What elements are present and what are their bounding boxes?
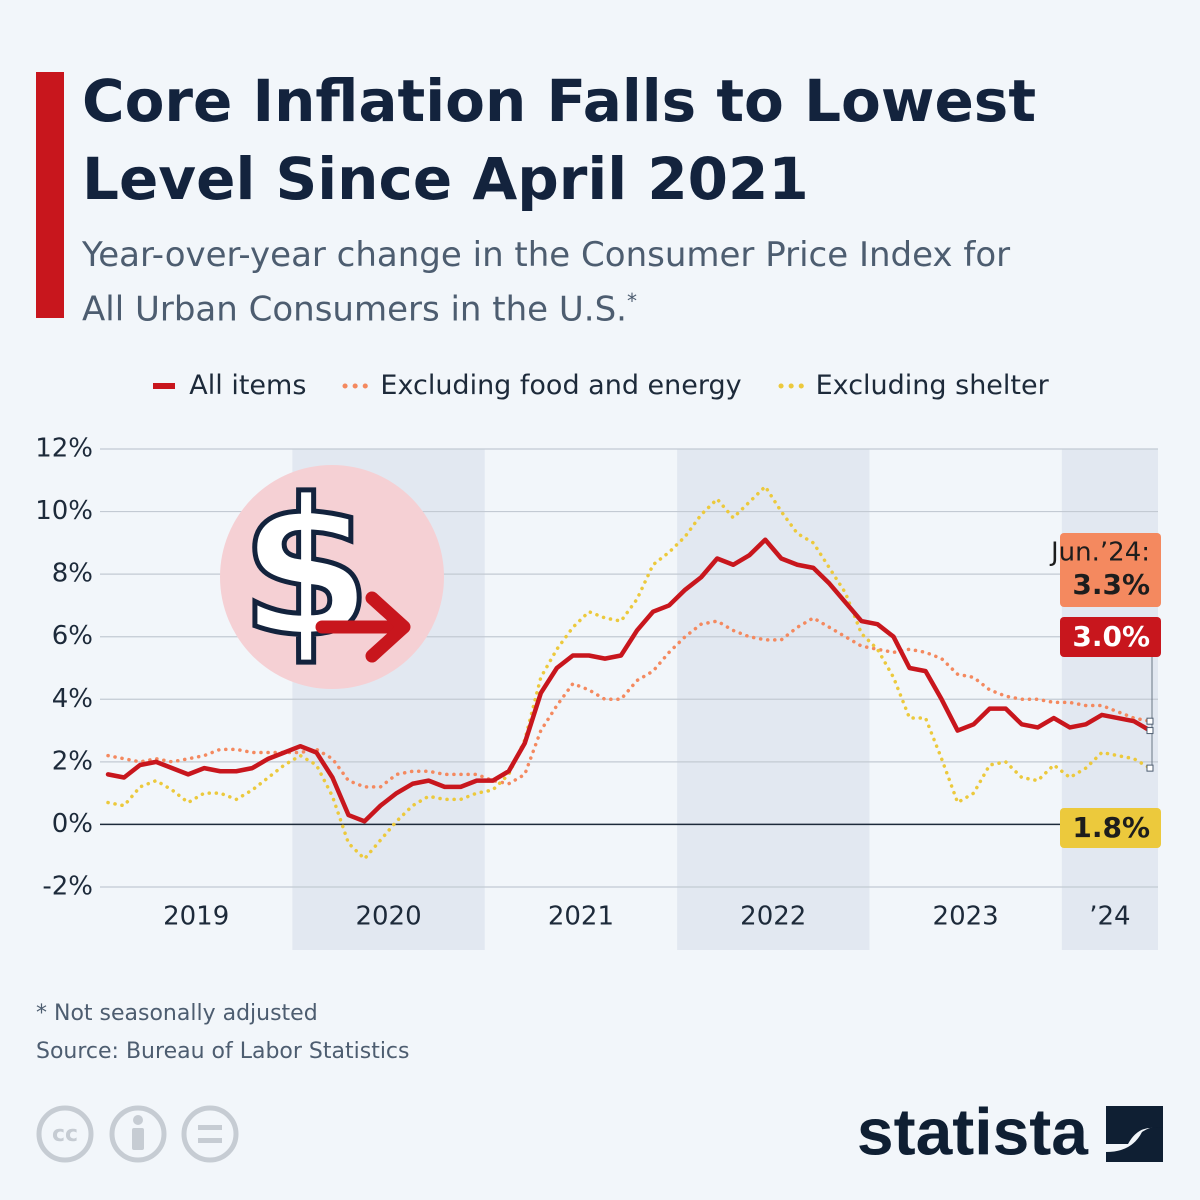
- y-tick-label: 4%: [52, 684, 93, 714]
- by-icon-body: [132, 1128, 144, 1150]
- dollar-icon: $: [240, 458, 372, 679]
- accent-bar: [36, 72, 64, 318]
- brand-mark-top: [1106, 1106, 1163, 1144]
- y-tick-label: 12%: [35, 434, 93, 464]
- subtitle-mark: *: [626, 289, 637, 313]
- legend-label: All items: [189, 370, 307, 401]
- nd-icon: [181, 1105, 239, 1163]
- subtitle-text: Year-over-year change in the Consumer Pr…: [82, 235, 1011, 330]
- series-line: [106, 484, 1152, 861]
- value-label-box: [1060, 808, 1161, 848]
- end-point: [1146, 727, 1154, 735]
- value-label: 1.8%: [1072, 811, 1150, 844]
- subtitle: Year-over-year change in the Consumer Pr…: [82, 232, 1042, 332]
- value-label: 3.3%: [1072, 568, 1150, 601]
- legend-swatch: [342, 383, 371, 388]
- legend-swatch: [153, 382, 176, 389]
- arrow-head: [365, 591, 411, 663]
- y-tick-label: 0%: [52, 809, 93, 839]
- legend-label: Excluding food and energy: [380, 370, 742, 401]
- value-label-box: [1060, 533, 1161, 607]
- x-tick-label: 2020: [355, 902, 421, 932]
- y-tick-label: 10%: [35, 496, 93, 526]
- nd-icon-bar: [198, 1125, 222, 1130]
- end-date-label: Jun.’24:: [1049, 538, 1150, 568]
- cc-icon-glyph: cc: [52, 1122, 78, 1147]
- x-tick-label: 2022: [740, 902, 806, 932]
- y-tick-label: 2%: [52, 746, 93, 776]
- license-icons: cc: [36, 1105, 239, 1163]
- x-tick-label: 2023: [933, 902, 999, 932]
- value-label-box: [1060, 617, 1161, 657]
- by-icon-head: [133, 1115, 143, 1125]
- legend-item: Excluding food and energy: [342, 370, 742, 401]
- plot-layer: 2019 2020 2021 2022 2023 ’24 -2% 0% 2% 4% 6% 8% 10% 1…: [35, 434, 1161, 932]
- y-tick-label: -2%: [42, 872, 93, 902]
- legend: All items Excluding food and energy Exclud…: [0, 370, 1200, 401]
- dollar-illustration: $: [220, 456, 444, 689]
- nd-icon-bar: [198, 1138, 222, 1143]
- by-icon: [109, 1105, 167, 1163]
- end-point: [1146, 717, 1154, 725]
- x-tick-label: 2021: [548, 902, 614, 932]
- legend-item: All items: [151, 370, 306, 401]
- legend-swatch: [778, 383, 806, 388]
- brand-mark-bottom: [1106, 1127, 1163, 1162]
- brand-mark: [1106, 1106, 1163, 1162]
- title: Core Inflation Falls to Lowest Level Sin…: [82, 67, 1037, 213]
- cc-icon: [36, 1105, 94, 1163]
- y-tick-label: 6%: [52, 621, 93, 651]
- x-tick-label: ’24: [1089, 902, 1130, 932]
- x-tick-label: 2019: [163, 902, 229, 932]
- series-line: [105, 537, 1153, 824]
- legend-label: Excluding shelter: [815, 370, 1049, 401]
- legend-item: Excluding shelter: [778, 370, 1049, 401]
- y-tick-label: 8%: [52, 559, 93, 589]
- source: Source: Bureau of Labor Statistics: [36, 1039, 410, 1064]
- brand-logo: statista: [857, 1094, 1089, 1168]
- footnote: * Not seasonally adjusted: [36, 1001, 318, 1026]
- value-label: 3.0%: [1072, 620, 1150, 653]
- end-point: [1146, 764, 1154, 772]
